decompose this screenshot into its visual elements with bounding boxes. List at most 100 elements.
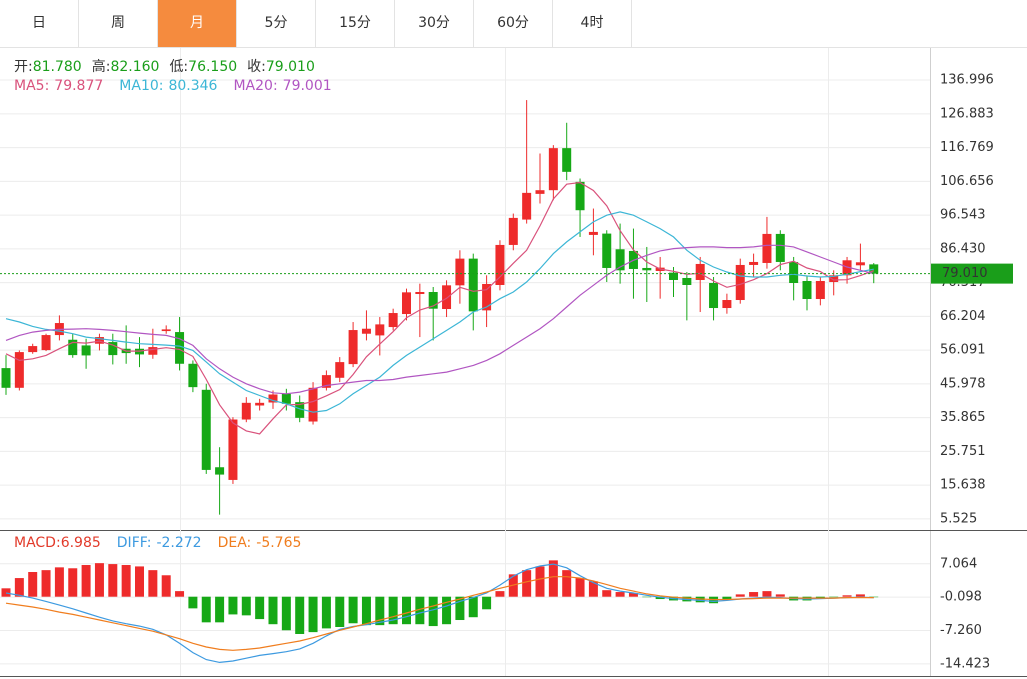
period-tab[interactable]: 60分 <box>474 0 553 47</box>
y-tick-label: 96.543 <box>940 208 986 223</box>
macd-bar <box>201 596 211 623</box>
macd-bar <box>308 596 318 633</box>
y-tick-label: 126.883 <box>940 106 994 121</box>
y-tick-label: 25.751 <box>940 444 986 459</box>
macd-bar <box>255 596 265 620</box>
candle-body <box>789 261 799 283</box>
period-tab[interactable]: 日 <box>0 0 79 47</box>
macd-bar <box>161 575 171 597</box>
macd-bar <box>268 596 278 625</box>
candle-body <box>642 267 652 271</box>
period-tab[interactable]: 5分 <box>237 0 316 47</box>
macd-bar <box>575 578 585 597</box>
macd-bar <box>588 581 598 597</box>
candle-body <box>775 233 785 262</box>
candle-body <box>41 335 51 351</box>
ma-line <box>5 211 874 413</box>
candle-body <box>428 292 438 309</box>
candle-body <box>829 275 839 282</box>
candle-body <box>709 282 719 309</box>
macd-bar <box>522 570 532 597</box>
candle-body <box>295 402 305 418</box>
macd-bar <box>148 570 158 597</box>
macd-bar <box>655 596 665 600</box>
macd-bar <box>335 596 345 627</box>
ma-line <box>5 244 874 395</box>
ohlc-name: 收: <box>247 59 266 75</box>
legend-name: MACD: <box>14 535 61 551</box>
y-tick-label: -7.260 <box>940 623 982 638</box>
legend-value: -2.272 <box>156 535 201 551</box>
period-tab[interactable]: 周 <box>79 0 158 47</box>
macd-bar <box>241 596 251 616</box>
period-tab[interactable]: 月 <box>158 0 237 47</box>
candle-body <box>508 217 518 245</box>
macd-bar <box>548 560 558 597</box>
candle-body <box>548 148 558 191</box>
candle-body <box>241 402 251 420</box>
macd-bar <box>869 596 879 598</box>
macd-bar <box>295 596 305 634</box>
macd-bar <box>175 591 185 597</box>
candle-body <box>762 233 772 263</box>
candle-body <box>842 260 852 276</box>
candle-body <box>375 324 385 336</box>
candle-body <box>615 249 625 271</box>
candle-body <box>94 337 104 344</box>
candle-body <box>455 258 465 286</box>
candle-body <box>495 244 505 285</box>
legend-name: DIFF: <box>117 535 152 551</box>
macd-bar <box>562 570 572 597</box>
macd-bar <box>815 596 825 599</box>
candle-body <box>361 328 371 334</box>
period-tab[interactable]: 4时 <box>553 0 632 47</box>
macd-bar <box>375 596 385 626</box>
y-tick-label: 7.064 <box>940 556 977 571</box>
macd-bar <box>535 566 545 597</box>
legend-value: 79.877 <box>54 78 103 94</box>
y-tick-label: 66.204 <box>940 309 986 324</box>
macd-bar <box>41 570 51 597</box>
macd-bar <box>855 594 865 597</box>
candle-body <box>308 387 318 422</box>
legend-value: -5.765 <box>256 535 301 551</box>
period-tab[interactable]: 15分 <box>316 0 395 47</box>
macd-line <box>5 563 874 664</box>
macd-bar <box>228 596 238 615</box>
macd-bar <box>321 596 331 629</box>
macd-bar <box>1 588 11 597</box>
candle-body <box>402 292 411 315</box>
macd-bar <box>829 596 839 598</box>
macd-bar <box>602 590 612 597</box>
macd-bar <box>94 563 104 597</box>
candle-body <box>215 467 225 475</box>
candle-body <box>669 272 678 280</box>
candle-body <box>228 419 238 480</box>
candle-body <box>161 329 171 332</box>
macd-bar <box>642 596 652 598</box>
candle-body <box>108 342 118 356</box>
period-tab[interactable]: 30分 <box>395 0 474 47</box>
macd-bar <box>415 596 425 625</box>
last-price-label: 79.010 <box>942 266 988 281</box>
legend-value: 80.346 <box>168 78 217 94</box>
candle-body <box>522 192 532 220</box>
macd-bar <box>215 596 225 623</box>
y-tick-label: 45.978 <box>940 376 986 391</box>
candle-body <box>335 362 345 378</box>
legend-name: MA20: <box>233 78 277 94</box>
macd-bar <box>495 591 505 597</box>
candle-body <box>735 264 745 301</box>
ohlc-value: 81.780 <box>33 59 82 75</box>
y-tick-label: 5.525 <box>940 511 977 526</box>
macd-bar <box>81 565 91 597</box>
candle-body <box>749 261 759 265</box>
candle-body <box>28 346 38 353</box>
ohlc-value: 76.150 <box>188 59 237 75</box>
macd-bar <box>775 594 785 597</box>
period-tabs: 日 周 月 5分 15分 30分 60分 4时 <box>0 0 1027 48</box>
candle-body <box>468 258 478 312</box>
y-tick-label: -0.098 <box>940 590 982 605</box>
